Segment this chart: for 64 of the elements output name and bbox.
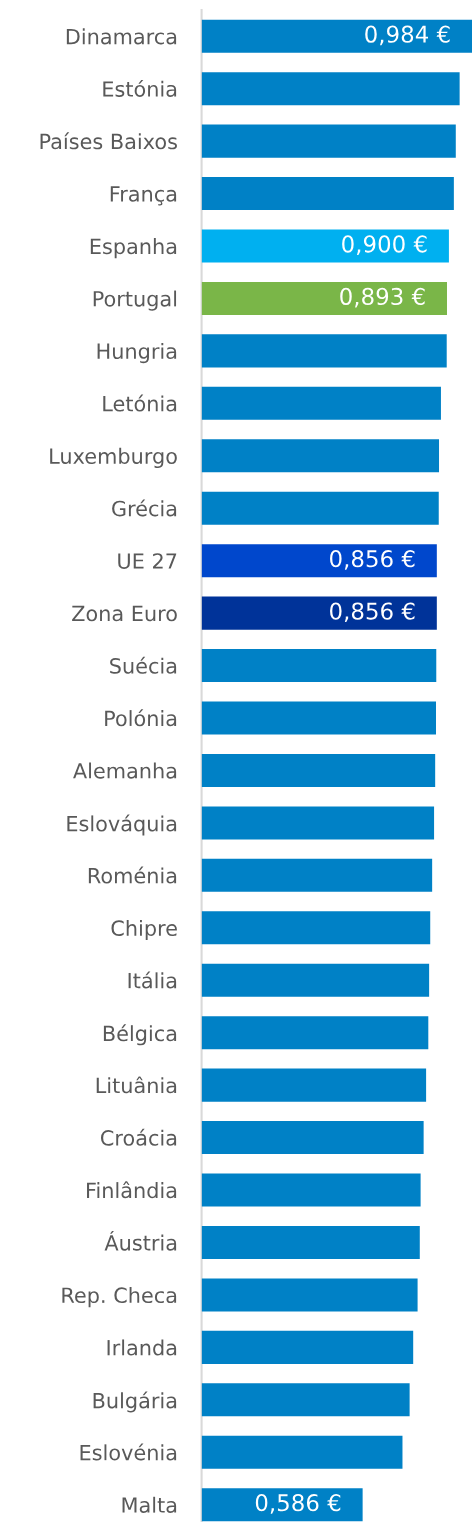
y-tick-label: Lituânia bbox=[96, 1076, 177, 1094]
y-tick-label: Finlândia bbox=[87, 1181, 177, 1199]
bar bbox=[201, 386, 441, 420]
bar bbox=[201, 334, 447, 368]
y-tick-label: França bbox=[110, 186, 177, 206]
bar bbox=[201, 1383, 410, 1417]
data-label: 0,893 € bbox=[340, 287, 425, 308]
y-tick-label: Países Baixos bbox=[40, 132, 177, 150]
bar bbox=[201, 753, 436, 787]
y-tick-label: Espanha bbox=[90, 238, 177, 259]
y-tick-label: Eslováquia bbox=[67, 814, 177, 836]
y-tick-label: Áustria bbox=[104, 1231, 177, 1251]
bar bbox=[201, 701, 436, 735]
bar bbox=[201, 1225, 420, 1259]
bar bbox=[201, 281, 447, 315]
bar bbox=[201, 177, 454, 211]
y-tick-label: Itália bbox=[128, 971, 177, 989]
y-tick-label: Luxemburgo bbox=[50, 447, 177, 469]
y-tick-label: Croácia bbox=[100, 1128, 177, 1146]
bar bbox=[201, 72, 460, 106]
bar bbox=[201, 544, 437, 578]
bar bbox=[201, 1278, 418, 1312]
y-tick-label: Eslovénia bbox=[80, 1443, 177, 1461]
bar bbox=[201, 649, 437, 683]
data-label: 0,984 € bbox=[365, 25, 450, 46]
y-tick-label: Rep. Checa bbox=[62, 1287, 177, 1308]
bar bbox=[201, 439, 440, 473]
bar bbox=[201, 1121, 424, 1155]
bar bbox=[201, 229, 449, 263]
y-tick-label: Hungria bbox=[97, 342, 177, 364]
bar bbox=[201, 1173, 421, 1207]
y-tick-label: Grécia bbox=[112, 499, 177, 517]
bar bbox=[201, 1068, 427, 1102]
y-tick-label: Estónia bbox=[103, 79, 177, 97]
y-tick-label: Alemanha bbox=[73, 762, 177, 779]
y-tick-label: Letónia bbox=[103, 394, 177, 412]
y-tick-label: Bulgária bbox=[93, 1391, 177, 1413]
y-tick-label: Roménia bbox=[88, 866, 177, 884]
bar bbox=[201, 1016, 429, 1050]
data-label: 0,856 € bbox=[330, 602, 415, 623]
data-label: 0,856 € bbox=[330, 549, 415, 570]
bar bbox=[201, 858, 433, 892]
bar bbox=[201, 806, 435, 840]
bar bbox=[201, 1330, 414, 1364]
bar bbox=[201, 963, 430, 997]
bar bbox=[201, 19, 472, 53]
y-tick-label: Bélgica bbox=[103, 1024, 177, 1046]
bar bbox=[201, 1435, 403, 1469]
y-tick-label: Dinamarca bbox=[66, 28, 177, 45]
data-label: 0,586 € bbox=[255, 1494, 341, 1514]
y-tick-label: Polónia bbox=[105, 709, 177, 727]
bar bbox=[201, 596, 437, 630]
bar bbox=[201, 1488, 363, 1522]
y-tick-label: Irlanda bbox=[107, 1339, 177, 1356]
y-tick-label: Chipre bbox=[111, 919, 177, 941]
bar bbox=[201, 491, 439, 525]
y-tick-label: Malta bbox=[122, 1496, 177, 1513]
y-tick-label: Suécia bbox=[110, 656, 177, 674]
y-tick-label: Zona Euro bbox=[72, 605, 177, 622]
bar bbox=[201, 911, 431, 945]
bar bbox=[201, 124, 456, 158]
y-tick-label: UE 27 bbox=[118, 553, 177, 569]
y-tick-label: Portugal bbox=[93, 290, 177, 311]
data-label: 0,900 € bbox=[342, 235, 427, 255]
